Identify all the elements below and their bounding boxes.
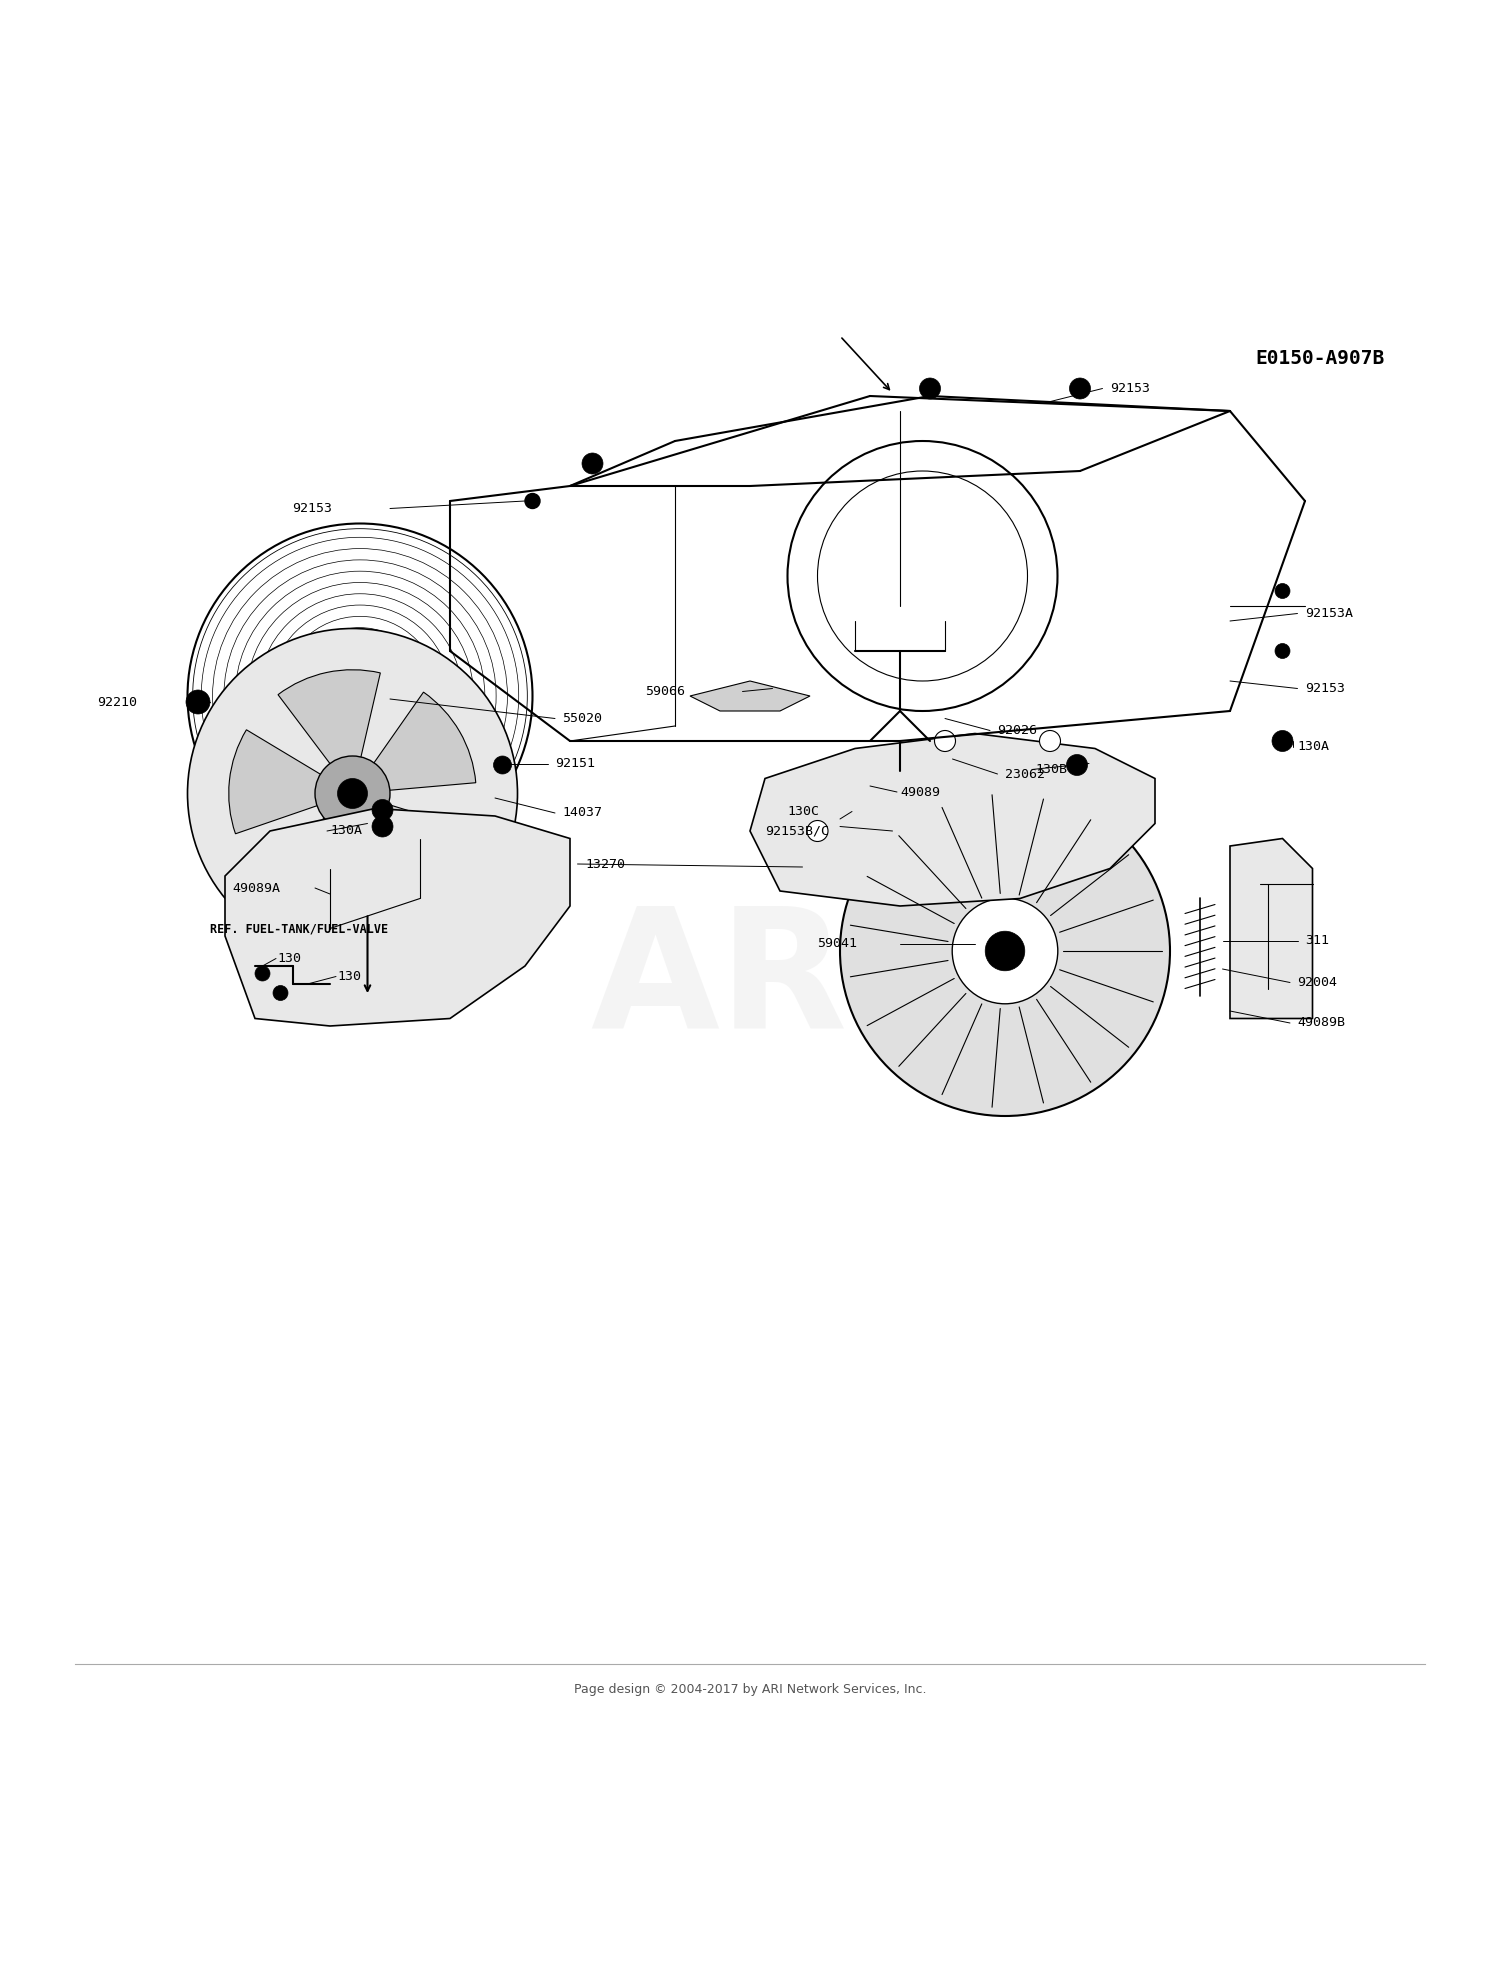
Text: 59041: 59041 — [818, 938, 858, 950]
Circle shape — [525, 494, 540, 508]
Text: 55020: 55020 — [562, 712, 603, 726]
Text: Page design © 2004-2017 by ARI Network Services, Inc.: Page design © 2004-2017 by ARI Network S… — [573, 1683, 926, 1695]
Circle shape — [338, 779, 368, 808]
Circle shape — [1275, 583, 1290, 598]
Circle shape — [920, 379, 940, 398]
Wedge shape — [230, 730, 352, 834]
Text: 130A: 130A — [330, 824, 362, 838]
Text: 92153A: 92153A — [1305, 606, 1353, 620]
Circle shape — [821, 857, 844, 881]
Polygon shape — [1230, 838, 1312, 1018]
Text: 92153: 92153 — [1110, 383, 1150, 394]
Circle shape — [188, 628, 518, 959]
Text: 92004: 92004 — [1298, 975, 1338, 989]
Circle shape — [952, 899, 1058, 1005]
Polygon shape — [690, 681, 810, 710]
Circle shape — [807, 820, 828, 842]
Text: 92210: 92210 — [98, 695, 138, 708]
Ellipse shape — [795, 834, 975, 903]
Wedge shape — [352, 793, 471, 906]
Text: 92151: 92151 — [555, 757, 596, 769]
Wedge shape — [278, 669, 381, 793]
Text: 49089: 49089 — [900, 785, 940, 799]
Circle shape — [582, 453, 603, 475]
Circle shape — [186, 691, 210, 714]
Circle shape — [1272, 730, 1293, 751]
Circle shape — [273, 985, 288, 1001]
Circle shape — [372, 799, 393, 820]
Text: 49089A: 49089A — [232, 881, 280, 895]
Circle shape — [840, 787, 1170, 1116]
Circle shape — [986, 932, 1024, 971]
Text: ARI: ARI — [591, 899, 909, 1063]
Text: 92153: 92153 — [1305, 683, 1346, 695]
Circle shape — [255, 965, 270, 981]
Text: 14037: 14037 — [562, 806, 603, 820]
Text: 130B: 130B — [1035, 763, 1066, 777]
Text: 92026: 92026 — [998, 724, 1038, 738]
Text: 92153B/C: 92153B/C — [765, 824, 830, 838]
Text: E0150-A907B: E0150-A907B — [1256, 349, 1384, 369]
Text: 92153: 92153 — [292, 502, 333, 514]
Text: 130C: 130C — [788, 804, 819, 818]
Circle shape — [494, 755, 512, 773]
Circle shape — [926, 857, 950, 881]
Circle shape — [934, 730, 956, 751]
Text: 130: 130 — [278, 952, 302, 965]
Circle shape — [1275, 644, 1290, 659]
Text: REF. FUEL-TANK/FUEL-VALVE: REF. FUEL-TANK/FUEL-VALVE — [210, 922, 388, 936]
Wedge shape — [352, 693, 476, 793]
Text: 130: 130 — [338, 969, 362, 983]
Circle shape — [1040, 730, 1060, 751]
Circle shape — [873, 857, 897, 881]
Wedge shape — [260, 793, 354, 918]
Circle shape — [1066, 755, 1088, 775]
Text: 59066: 59066 — [645, 685, 686, 698]
Text: 13270: 13270 — [585, 857, 626, 871]
Text: 49089B: 49089B — [1298, 1016, 1346, 1030]
Circle shape — [1070, 379, 1090, 398]
Polygon shape — [225, 808, 570, 1026]
Polygon shape — [750, 734, 1155, 906]
Circle shape — [315, 755, 390, 832]
Circle shape — [372, 816, 393, 838]
Text: 23062: 23062 — [1005, 767, 1046, 781]
Text: 311: 311 — [1305, 934, 1329, 948]
Text: 130A: 130A — [1298, 740, 1329, 753]
